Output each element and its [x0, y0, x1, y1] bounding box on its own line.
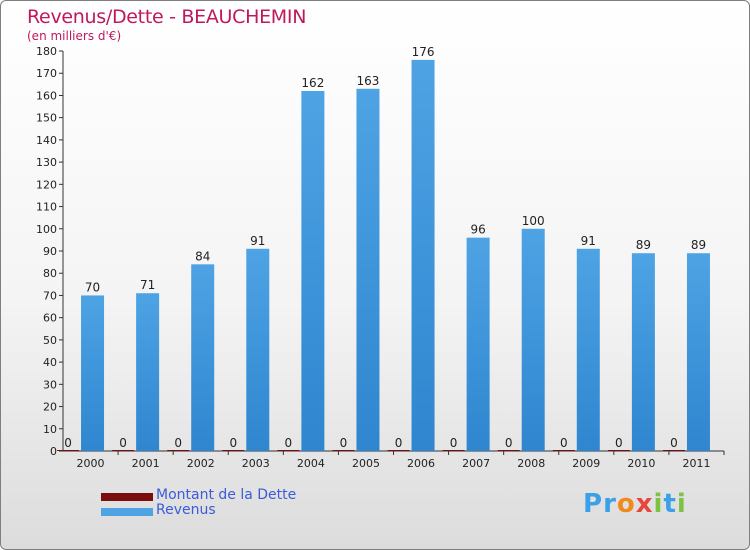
debt-bar: [167, 450, 190, 451]
x-tick-label: 2004: [297, 457, 325, 470]
debt-value-label: 0: [615, 436, 623, 450]
y-tick-label: 40: [43, 356, 57, 369]
debt-value-label: 0: [285, 436, 293, 450]
y-tick-label: 30: [43, 378, 57, 391]
debt-bar: [552, 450, 575, 451]
y-tick-label: 0: [50, 445, 57, 458]
y-tick-label: 90: [43, 245, 57, 258]
x-tick-label: 2008: [517, 457, 545, 470]
debt-value-label: 0: [670, 436, 678, 450]
debt-value-label: 0: [560, 436, 568, 450]
revenue-value-label: 84: [195, 249, 210, 263]
revenue-value-label: 163: [357, 74, 380, 88]
x-tick-label: 2005: [352, 457, 380, 470]
y-tick-label: 70: [43, 289, 57, 302]
revenue-bar: [301, 91, 325, 451]
revenue-bar: [136, 293, 160, 451]
x-tick-label: 2003: [242, 457, 270, 470]
debt-bar: [57, 450, 80, 451]
x-tick-label: 2002: [187, 457, 215, 470]
revenue-bar: [576, 248, 600, 451]
debt-bar: [442, 450, 465, 451]
debt-value-label: 0: [119, 436, 127, 450]
y-tick-label: 140: [36, 134, 57, 147]
x-tick-label: 2006: [407, 457, 435, 470]
proxiti-logo: Proxiti: [583, 489, 687, 519]
x-tick-label: 2010: [627, 457, 655, 470]
revenue-value-label: 89: [691, 238, 706, 252]
legend-swatch-debt: [101, 493, 153, 501]
revenue-value-label: 162: [301, 76, 324, 90]
y-tick-label: 100: [36, 223, 57, 236]
debt-value-label: 0: [174, 436, 182, 450]
y-tick-label: 160: [36, 89, 57, 102]
x-tick-label: 2000: [77, 457, 105, 470]
legend-label-revenue: Revenus: [156, 502, 216, 518]
y-tick-label: 50: [43, 334, 57, 347]
revenue-value-label: 100: [522, 214, 545, 228]
revenue-value-label: 91: [250, 234, 265, 248]
chart-title: Revenus/Dette - BEAUCHEMIN: [27, 6, 307, 28]
y-tick-label: 20: [43, 401, 57, 414]
revenue-bar: [191, 264, 215, 451]
y-tick-label: 130: [36, 156, 57, 169]
debt-bar: [662, 450, 685, 451]
revenue-bar: [686, 253, 710, 451]
revenue-value-label: 91: [581, 234, 596, 248]
revenue-value-label: 71: [140, 278, 155, 292]
y-tick-label: 180: [36, 45, 57, 58]
revenue-value-label: 70: [85, 280, 100, 294]
debt-value-label: 0: [64, 436, 72, 450]
debt-value-label: 0: [229, 436, 237, 450]
y-tick-label: 60: [43, 312, 57, 325]
revenue-value-label: 96: [470, 223, 485, 237]
debt-bar: [387, 450, 410, 451]
debt-value-label: 0: [395, 436, 403, 450]
debt-bar: [112, 450, 135, 451]
revenue-bar: [521, 228, 545, 451]
revenue-bar: [356, 88, 380, 452]
x-tick-label: 2011: [682, 457, 710, 470]
debt-value-label: 0: [340, 436, 348, 450]
revenue-value-label: 89: [636, 238, 651, 252]
y-tick-label: 170: [36, 67, 57, 80]
debt-bar: [497, 450, 520, 451]
revenue-bar: [631, 253, 655, 451]
revenue-value-label: 176: [412, 45, 435, 59]
debt-bar: [332, 450, 355, 451]
debt-value-label: 0: [450, 436, 458, 450]
debt-bar: [277, 450, 300, 451]
debt-bar: [607, 450, 630, 451]
y-tick-label: 150: [36, 112, 57, 125]
revenue-bar: [246, 248, 270, 451]
revenue-bar: [81, 295, 105, 451]
x-tick-label: 2009: [572, 457, 600, 470]
legend-label-debt: Montant de la Dette: [156, 487, 297, 503]
debt-bar: [222, 450, 245, 451]
x-tick-label: 2001: [132, 457, 160, 470]
y-tick-label: 10: [43, 423, 57, 436]
y-tick-label: 120: [36, 178, 57, 191]
revenue-bar: [466, 237, 490, 451]
debt-value-label: 0: [505, 436, 513, 450]
legend-swatch-revenue: [101, 508, 153, 516]
chart-subtitle: (en milliers d'€): [27, 29, 122, 43]
y-tick-label: 80: [43, 267, 57, 280]
revenue-bar: [411, 59, 435, 452]
x-tick-label: 2007: [462, 457, 490, 470]
y-tick-label: 110: [36, 201, 57, 214]
